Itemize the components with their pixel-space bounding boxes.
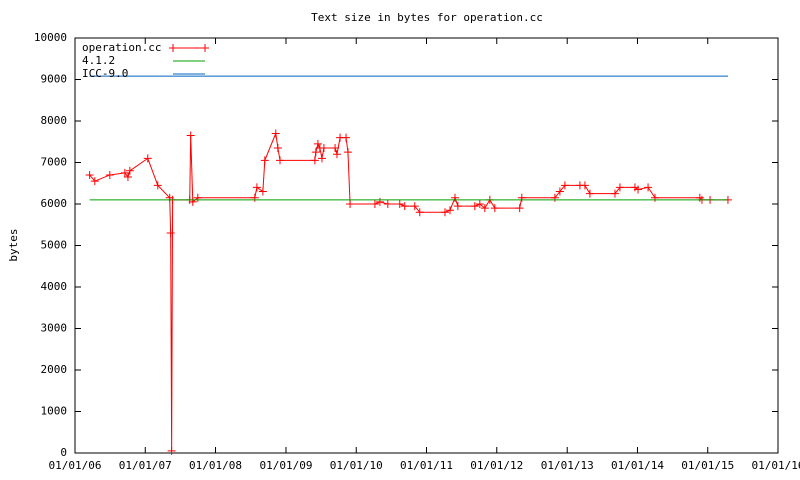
marker xyxy=(313,139,322,148)
marker xyxy=(332,150,341,159)
marker xyxy=(343,148,352,157)
marker xyxy=(375,197,384,206)
marker xyxy=(123,173,132,182)
marker xyxy=(342,133,351,142)
marker xyxy=(271,129,280,138)
marker xyxy=(400,202,409,211)
x-tick-label: 01/01/09 xyxy=(259,459,312,472)
marker xyxy=(415,208,424,217)
y-tick-label: 0 xyxy=(60,446,67,459)
marker xyxy=(383,200,392,208)
marker xyxy=(188,197,197,206)
y-tick-label: 2000 xyxy=(41,363,68,376)
legend-label: ICC-9.0 xyxy=(82,67,128,80)
marker xyxy=(585,189,594,198)
marker xyxy=(105,170,114,179)
marker xyxy=(153,181,162,190)
legend-label: operation.cc xyxy=(82,41,161,54)
marker xyxy=(550,193,559,202)
marker xyxy=(252,183,261,192)
y-axis-label: bytes xyxy=(7,228,20,261)
marker xyxy=(125,166,134,175)
marker xyxy=(90,177,99,186)
marker xyxy=(85,170,94,179)
x-tick-label: 01/01/08 xyxy=(189,459,242,472)
y-tick-label: 1000 xyxy=(41,405,68,418)
marker xyxy=(317,154,326,163)
y-tick-label: 4000 xyxy=(41,280,68,293)
marker xyxy=(445,206,454,215)
marker xyxy=(143,154,152,163)
x-tick-label: 01/01/16 xyxy=(752,459,800,472)
marker xyxy=(346,200,355,208)
x-tick-label: 01/01/13 xyxy=(541,459,594,472)
x-tick-label: 01/01/06 xyxy=(49,459,102,472)
marker xyxy=(201,44,209,52)
marker xyxy=(644,183,653,192)
y-tick-label: 5000 xyxy=(41,239,68,252)
marker xyxy=(120,168,129,177)
marker xyxy=(610,189,619,198)
marker xyxy=(258,187,267,196)
marker xyxy=(615,183,624,192)
y-tick-label: 3000 xyxy=(41,322,68,335)
marker xyxy=(166,229,175,238)
marker xyxy=(470,202,479,211)
marker xyxy=(695,193,704,202)
marker xyxy=(193,193,202,202)
marker xyxy=(650,193,659,202)
marker xyxy=(475,200,484,208)
marker xyxy=(310,156,319,165)
x-tick-label: 01/01/12 xyxy=(470,459,523,472)
marker xyxy=(515,204,524,213)
marker xyxy=(169,44,177,52)
marker xyxy=(560,181,569,190)
y-tick-label: 9000 xyxy=(41,73,68,86)
marker xyxy=(250,193,259,202)
marker xyxy=(517,193,526,202)
marker xyxy=(276,156,285,165)
marker xyxy=(395,200,404,208)
y-tick-label: 7000 xyxy=(41,156,68,169)
legend-label: 4.1.2 xyxy=(82,54,115,67)
marker xyxy=(480,204,489,213)
x-tick-label: 01/01/11 xyxy=(400,459,453,472)
y-tick-label: 10000 xyxy=(34,31,67,44)
marker xyxy=(167,446,176,455)
x-tick-label: 01/01/15 xyxy=(681,459,734,472)
marker xyxy=(273,143,282,152)
marker xyxy=(410,202,419,211)
x-tick-label: 01/01/14 xyxy=(611,459,664,472)
marker xyxy=(555,187,564,196)
chart-title: Text size in bytes for operation.cc xyxy=(311,11,543,24)
marker xyxy=(440,208,449,217)
x-tick-label: 01/01/10 xyxy=(330,459,383,472)
marker xyxy=(490,204,499,213)
marker xyxy=(370,200,379,208)
marker xyxy=(311,148,320,157)
y-tick-label: 6000 xyxy=(41,197,68,210)
marker xyxy=(634,185,643,194)
marker xyxy=(319,143,328,152)
marker xyxy=(186,131,195,140)
marker xyxy=(331,143,340,152)
marker xyxy=(580,181,589,190)
marker xyxy=(453,202,462,211)
marker xyxy=(260,156,269,165)
x-tick-label: 01/01/07 xyxy=(119,459,172,472)
y-tick-label: 8000 xyxy=(41,114,68,127)
marker xyxy=(450,193,459,202)
